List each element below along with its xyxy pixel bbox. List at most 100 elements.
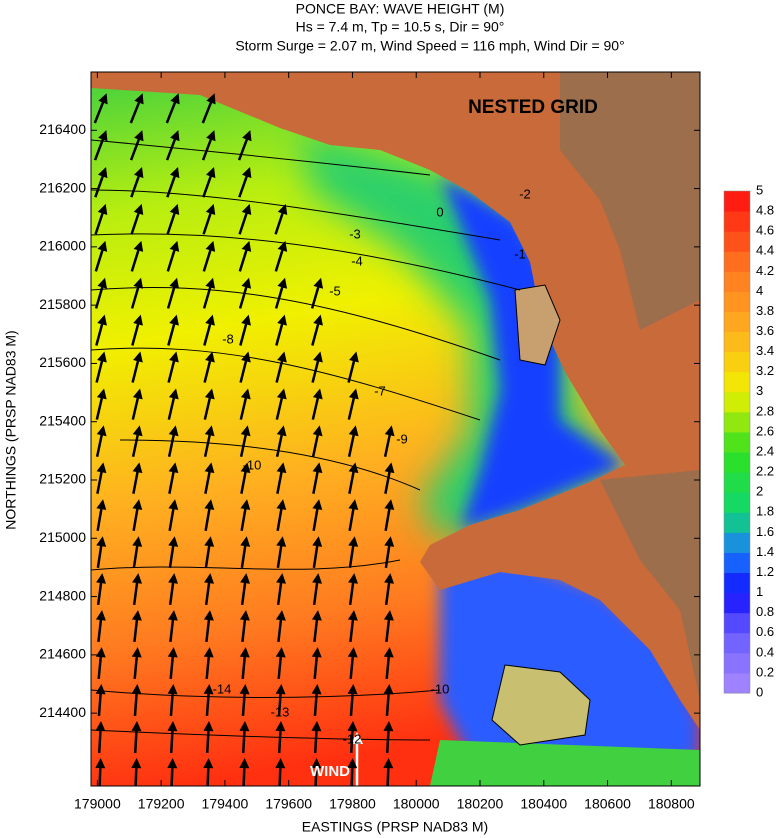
colorbar-cell <box>724 311 750 333</box>
arrow <box>276 499 287 532</box>
arrow <box>167 388 179 420</box>
arrow-head <box>348 536 359 547</box>
contour-label: 0 <box>436 204 443 219</box>
arrow <box>240 462 251 494</box>
arrow-head <box>311 647 322 658</box>
bay-zone <box>430 740 700 786</box>
colorbar-cell <box>724 452 750 473</box>
arrow-head <box>277 351 287 363</box>
arrow-shaft <box>202 174 213 198</box>
arrow-head <box>131 721 142 732</box>
arrow <box>168 499 179 532</box>
arrow-shaft <box>238 285 249 309</box>
arrow-shaft <box>132 580 139 606</box>
arrow-head <box>276 388 287 400</box>
arrow-shaft <box>132 506 139 532</box>
arrow-head <box>204 388 215 400</box>
colorbar-cell <box>724 331 750 353</box>
arrow <box>131 684 142 717</box>
colorbar-tick-label: 4.4 <box>756 243 774 258</box>
arrow <box>167 351 179 383</box>
arrow-head <box>96 499 107 510</box>
colorbar-tick-label: 0.4 <box>756 644 774 659</box>
arrow-shaft <box>276 580 283 606</box>
arrow-shaft <box>349 728 354 754</box>
arrow-head <box>205 240 216 252</box>
arrow <box>166 167 180 198</box>
arrow <box>238 240 252 272</box>
arrow-shaft <box>97 654 103 680</box>
colorbar-cell <box>724 411 750 433</box>
arrow <box>276 462 287 494</box>
arrow-shaft <box>167 395 176 420</box>
arrow-shaft <box>348 469 356 494</box>
arrow-head <box>132 388 143 400</box>
arrow-head <box>132 573 143 584</box>
arrow <box>166 277 180 309</box>
contour-label: -7 <box>374 383 386 398</box>
arrow-head <box>384 499 395 510</box>
arrow <box>237 130 252 161</box>
arrow-shaft <box>277 728 282 754</box>
arrow-shaft <box>204 543 211 569</box>
arrow-shaft <box>238 211 249 235</box>
arrow <box>94 167 108 198</box>
contour-label: -10 <box>243 457 262 472</box>
arrow-shaft <box>311 358 320 383</box>
arrow-shaft <box>238 248 249 272</box>
x-tick-label: 180600 <box>584 796 631 812</box>
x-tick-label: 180400 <box>520 796 567 812</box>
colorbar-tick-label: 4.2 <box>756 263 774 278</box>
arrow <box>130 240 144 272</box>
arrow-head <box>97 314 107 326</box>
arrow-head <box>384 573 395 584</box>
arrow-head <box>313 351 323 363</box>
arrow <box>168 462 179 494</box>
arrow-shaft <box>313 728 318 754</box>
colorbar-frame <box>723 190 751 694</box>
arrow <box>132 462 143 494</box>
arrow <box>201 93 216 124</box>
arrow-shaft <box>384 543 391 569</box>
arrow-head <box>132 425 143 437</box>
chart-subtitle: Hs = 7.4 m, Tp = 10.5 s, Dir = 90° <box>296 19 505 35</box>
contour-line <box>91 347 481 421</box>
arrow-head <box>133 351 143 363</box>
arrow-head <box>132 536 143 547</box>
arrow-head <box>276 536 287 547</box>
arrow-head <box>277 314 287 326</box>
arrow-head <box>205 314 215 326</box>
arrow-shaft <box>277 654 283 680</box>
arrow <box>312 462 323 494</box>
arrow <box>131 388 143 420</box>
arrow-shaft <box>204 506 211 532</box>
arrow <box>95 351 107 383</box>
arrow <box>311 610 322 643</box>
arrow <box>165 130 180 161</box>
arrow-head <box>204 425 215 437</box>
arrow <box>311 351 323 383</box>
arrow-shaft <box>130 174 141 198</box>
arrow-head <box>96 462 107 474</box>
arrow-head <box>275 610 286 621</box>
arrow <box>130 277 144 309</box>
arrow <box>311 647 322 680</box>
arrow-shaft <box>131 395 140 420</box>
arrow-shaft <box>168 543 175 569</box>
arrow <box>203 388 215 420</box>
arrow-head <box>167 647 178 658</box>
arrow-shaft <box>201 100 213 124</box>
arrow-head <box>349 351 359 363</box>
arrow-shaft <box>169 654 175 680</box>
wind-arrow-head <box>351 732 363 744</box>
arrow-shaft <box>348 506 355 532</box>
arrow <box>95 721 106 754</box>
arrow-head <box>275 758 286 769</box>
arrow <box>311 684 322 717</box>
arrow-head <box>239 721 250 732</box>
arrow-head <box>97 240 108 252</box>
arrow <box>167 684 178 717</box>
y-tick-label: 215400 <box>39 412 86 428</box>
y-tick-label: 214800 <box>39 587 86 603</box>
arrow-head <box>241 351 251 363</box>
